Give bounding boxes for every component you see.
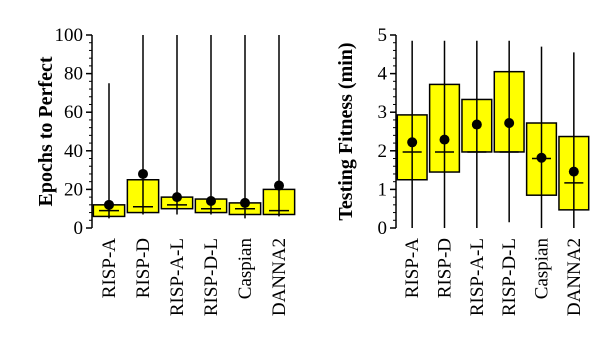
- box-danna2: DANNA2: [262, 35, 296, 316]
- y-tick-label: 5: [378, 25, 388, 46]
- y-tick-label: 0: [74, 218, 84, 239]
- y-axis-title: Epochs to Perfect: [35, 56, 57, 206]
- category-label: RISP-A-L: [467, 238, 488, 316]
- y-tick-label: 1: [378, 179, 388, 200]
- category-label: RISP-A: [402, 238, 423, 298]
- mean-point: [104, 199, 114, 210]
- mean-point: [568, 166, 579, 177]
- box-caspian: Caspian: [525, 46, 558, 300]
- mean-point: [407, 137, 418, 148]
- mean-point: [439, 134, 450, 145]
- category-label: RISP-D: [435, 238, 456, 298]
- y-tick-label: 20: [64, 179, 83, 200]
- box-danna2: DANNA2: [558, 52, 590, 316]
- y-tick-label: 40: [64, 141, 83, 162]
- y-tick-label: 0: [378, 218, 388, 239]
- y-tick-label: 60: [64, 102, 83, 123]
- y-tick-label: 100: [55, 25, 84, 46]
- epochs-panel: 0 20 40 60 80 100 Epochs to Perfect RISP-A RISP-…: [35, 25, 296, 316]
- mean-point: [504, 118, 515, 129]
- category-label: RISP-D: [133, 238, 154, 298]
- category-label: RISP-D-L: [499, 238, 520, 316]
- box-risp-d-l: RISP-D-L: [493, 40, 525, 316]
- box-caspian: Caspian: [228, 35, 262, 300]
- box-risp-a: RISP-A: [92, 83, 126, 298]
- category-label: DANNA2: [564, 238, 585, 316]
- mean-point: [172, 192, 182, 203]
- mean-point: [274, 180, 284, 191]
- category-label: Caspian: [532, 238, 553, 300]
- box-risp-a-l: RISP-A-L: [160, 35, 194, 316]
- box-risp-d: RISP-D: [126, 35, 160, 298]
- box-risp-a-l: RISP-A-L: [461, 40, 493, 316]
- mean-point: [206, 195, 216, 206]
- box-risp-d-l: RISP-D-L: [194, 35, 228, 316]
- box-risp-a: RISP-A: [396, 40, 428, 298]
- category-label: RISP-D-L: [201, 238, 222, 316]
- mean-point: [240, 197, 250, 208]
- y-tick-label: 4: [378, 64, 388, 85]
- mean-point: [471, 119, 482, 130]
- y-tick-label: 2: [378, 141, 388, 162]
- category-label: Caspian: [235, 238, 256, 300]
- box-risp-d: RISP-D: [428, 40, 461, 298]
- mean-point: [536, 152, 547, 163]
- category-label: RISP-A-L: [167, 238, 188, 316]
- y-tick-label: 80: [64, 64, 83, 85]
- fitness-panel: 0 1 2 3 4 5 Testing Fitness (min) RISP-A RISP-D R…: [335, 25, 590, 316]
- y-tick-label: 3: [378, 102, 388, 123]
- mean-point: [138, 168, 148, 179]
- category-label: RISP-A: [99, 238, 120, 298]
- y-axis-title: Testing Fitness (min): [335, 42, 357, 220]
- category-label: DANNA2: [269, 238, 290, 316]
